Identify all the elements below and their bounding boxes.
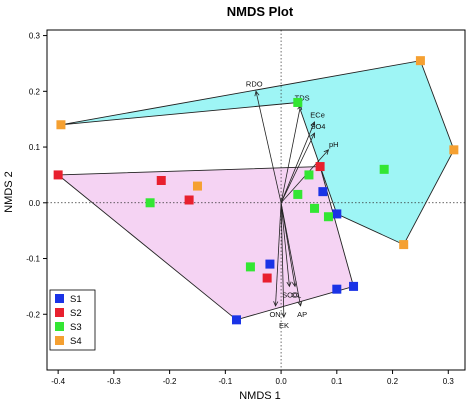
vector-arrowhead-ece — [310, 121, 316, 127]
y-axis-label: NMDS 2 — [3, 171, 15, 213]
vector-label-ol: OL — [291, 290, 301, 299]
point-s1 — [349, 281, 359, 291]
point-s1 — [318, 187, 328, 197]
vector-ek — [280, 202, 285, 318]
vector-tds — [280, 105, 301, 203]
vector-arrowhead-so4 — [310, 132, 315, 139]
vector-label-rdo: RDO — [246, 80, 263, 89]
legend-label-s2: S2 — [70, 308, 82, 319]
legend-swatch-s2 — [55, 308, 64, 317]
point-s3 — [293, 97, 303, 107]
x-tick-label: 0.3 — [443, 377, 455, 386]
point-s1 — [332, 209, 342, 219]
x-tick-label: -0.3 — [107, 377, 121, 386]
point-s3 — [310, 203, 320, 213]
vector-arrowhead-ek — [281, 312, 287, 318]
x-axis-label: NMDS 1 — [239, 390, 281, 402]
point-s3 — [245, 262, 255, 272]
x-tick-label: -0.4 — [51, 377, 65, 386]
vector-label-soc: SOC — [282, 290, 299, 299]
point-s2 — [184, 195, 194, 205]
point-s4 — [399, 240, 409, 250]
legend-label-s4: S4 — [70, 336, 82, 347]
point-s3 — [293, 189, 303, 199]
x-tick-label: 0.2 — [387, 377, 399, 386]
legend-swatch-s3 — [55, 322, 64, 331]
vector-label-ap: AP — [297, 310, 307, 319]
point-s4 — [415, 56, 425, 66]
vector-so4 — [280, 132, 315, 203]
y-tick-label: 0.2 — [29, 87, 41, 96]
vector-arrowhead-ap — [297, 300, 303, 307]
vector-label-ph: pH — [329, 140, 339, 149]
vector-label-so4: SO4 — [310, 122, 325, 131]
vector-label-ece: ECe — [310, 111, 325, 120]
chart-title: NMDS Plot — [227, 4, 294, 19]
y-tick-label: 0.3 — [29, 32, 41, 41]
point-s4 — [192, 181, 202, 191]
plot-frame — [46, 29, 466, 371]
vector-arrowhead-on — [273, 301, 279, 307]
x-tick-label: -0.2 — [163, 377, 177, 386]
hull-s2 — [56, 166, 355, 321]
point-s2 — [53, 170, 63, 180]
point-s4 — [449, 145, 459, 155]
vector-on — [275, 202, 282, 306]
vector-label-tds: TDS — [295, 93, 310, 102]
point-s3 — [145, 198, 155, 208]
x-tick-label: 0.1 — [331, 377, 343, 386]
vector-arrowhead-ph — [323, 149, 330, 155]
point-s2 — [262, 273, 272, 283]
vector-soc — [280, 202, 290, 287]
vector-label-ek: EK — [279, 321, 289, 330]
y-tick-label: -0.2 — [26, 310, 40, 319]
y-tick-label: 0.0 — [29, 199, 41, 208]
point-s4 — [56, 120, 66, 130]
x-tick-label: 0.0 — [276, 377, 288, 386]
point-s1 — [265, 259, 275, 269]
point-s3 — [379, 164, 389, 174]
legend-swatch-s4 — [55, 336, 64, 345]
legend-swatch-s1 — [55, 294, 64, 303]
vector-ece — [280, 121, 315, 203]
point-s1 — [231, 315, 241, 325]
point-s3 — [304, 170, 314, 180]
legend-label-s3: S3 — [70, 322, 82, 333]
vector-ap — [280, 202, 301, 306]
point-s1 — [332, 284, 342, 294]
point-s2 — [315, 162, 325, 172]
y-tick-label: 0.1 — [29, 143, 41, 152]
vector-label-on: ON — [269, 310, 280, 319]
vector-arrowhead-rdo — [254, 90, 260, 97]
point-s2 — [156, 175, 166, 185]
legend: S1 S2 S3 S4 — [49, 289, 96, 351]
vector-arrowhead-soc — [286, 281, 292, 288]
point-s3 — [323, 212, 333, 222]
legend-label-s1: S1 — [70, 294, 82, 305]
x-tick-label: -0.1 — [218, 377, 232, 386]
y-tick-label: -0.1 — [26, 255, 40, 264]
vector-rdo — [255, 91, 282, 203]
